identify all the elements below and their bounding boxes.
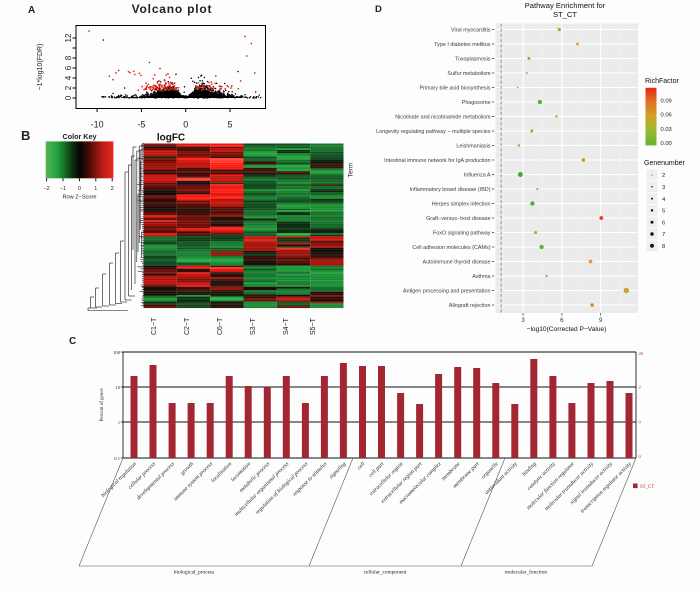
svg-text:cellular_component: cellular_component (364, 570, 407, 576)
svg-text:C2−T: C2−T (184, 317, 191, 335)
svg-text:1: 1 (94, 186, 97, 192)
svg-text:Pathway Enrichment for: Pathway Enrichment for (525, 1, 606, 10)
svg-text:Sulfur metabolism: Sulfur metabolism (447, 71, 491, 77)
svg-text:Antigen processing and present: Antigen processing and presentation (403, 289, 491, 295)
svg-text:3: 3 (521, 317, 525, 324)
svg-text:−1*log10(FDR): −1*log10(FDR) (37, 44, 44, 91)
svg-text:5: 5 (227, 120, 232, 130)
svg-text:-5: -5 (137, 120, 145, 130)
svg-text:ST_CT: ST_CT (640, 485, 654, 490)
svg-text:Color Key: Color Key (63, 132, 97, 141)
svg-text:Type I diabetes mellitus: Type I diabetes mellitus (434, 42, 491, 48)
svg-text:Herpes simplex infection: Herpes simplex infection (432, 202, 491, 208)
svg-text:response to stimulus: response to stimulus (292, 461, 328, 497)
svg-text:-10: -10 (91, 120, 104, 130)
svg-text:1: 1 (118, 420, 121, 425)
svg-text:Asthma: Asthma (472, 274, 490, 280)
svg-text:B: B (21, 128, 30, 143)
svg-text:12: 12 (64, 33, 73, 42)
svg-text:5: 5 (662, 209, 665, 215)
svg-text:ST_CT: ST_CT (553, 10, 577, 19)
svg-text:Cell adhesion molecules (CAMs): Cell adhesion molecules (CAMs) (412, 245, 490, 251)
svg-text:0.09: 0.09 (661, 99, 672, 105)
svg-text:2: 2 (639, 385, 642, 390)
svg-text:Longevity regulating pathway −: Longevity regulating pathway − multiple … (376, 129, 491, 135)
svg-text:Allograft rejection: Allograft rejection (449, 303, 491, 309)
svg-text:Row Z−Score: Row Z−Score (62, 195, 96, 201)
svg-text:FoxO signaling pathway: FoxO signaling pathway (433, 231, 491, 237)
svg-text:Nicotinate and nicotinamide me: Nicotinate and nicotinamide metabolism (395, 115, 491, 121)
svg-text:0: 0 (183, 120, 188, 130)
svg-text:Genenumber: Genenumber (644, 160, 686, 167)
svg-text:0: 0 (64, 95, 73, 100)
svg-text:6: 6 (64, 65, 73, 70)
svg-text:Intestinal immune network for: Intestinal immune network for IgA produc… (384, 158, 490, 164)
svg-text:growth: growth (180, 461, 195, 476)
svg-text:Term: Term (348, 162, 355, 177)
svg-text:2: 2 (111, 186, 114, 192)
svg-text:4: 4 (662, 197, 666, 203)
svg-text:9: 9 (599, 317, 603, 324)
svg-text:cell part: cell part (368, 461, 386, 479)
svg-text:biological_process: biological_process (174, 570, 214, 576)
svg-text:2: 2 (64, 85, 73, 90)
svg-text:6: 6 (560, 317, 564, 324)
svg-text:C: C (69, 336, 76, 347)
svg-text:signaling: signaling (328, 461, 347, 480)
svg-text:0: 0 (639, 454, 642, 459)
svg-text:localization: localization (210, 461, 233, 484)
svg-text:immune system process: immune system process (173, 461, 214, 502)
svg-text:4: 4 (64, 75, 73, 80)
svg-text:0.00: 0.00 (661, 141, 672, 147)
svg-text:−2: −2 (44, 186, 50, 192)
svg-text:7: 7 (662, 232, 665, 238)
svg-text:Volcano plot: Volcano plot (132, 2, 213, 16)
svg-text:−log10(Corrected P−Value): −log10(Corrected P−Value) (527, 326, 607, 333)
svg-text:S4−T: S4−T (283, 317, 290, 335)
svg-text:Autoimmune thyroid disease: Autoimmune thyroid disease (422, 260, 490, 266)
svg-text:Graft−versus−host disease: Graft−versus−host disease (426, 216, 490, 222)
svg-text:Viral myocarditis: Viral myocarditis (451, 28, 491, 34)
svg-text:Primary bile acid biosynthesis: Primary bile acid biosynthesis (419, 86, 490, 92)
svg-text:Toxoplasmosis: Toxoplasmosis (455, 57, 491, 63)
svg-text:A: A (28, 5, 35, 16)
svg-text:logFC: logFC (157, 133, 185, 144)
svg-text:C6−T: C6−T (217, 317, 224, 335)
svg-text:D: D (375, 4, 382, 15)
svg-text:molecular_function: molecular_function (505, 569, 548, 576)
svg-text:developmental process: developmental process (136, 461, 176, 501)
svg-text:100: 100 (113, 350, 121, 355)
svg-text:RichFactor: RichFactor (645, 78, 680, 85)
svg-text:8: 8 (64, 55, 73, 60)
svg-text:3: 3 (662, 185, 665, 191)
svg-text:S5−T: S5−T (310, 317, 317, 335)
svg-text:0.03: 0.03 (661, 127, 672, 133)
svg-text:cell: cell (356, 461, 366, 471)
svg-text:C1−T: C1−T (151, 317, 158, 335)
svg-text:−1: −1 (60, 186, 66, 192)
svg-text:0.1: 0.1 (114, 456, 120, 461)
svg-text:2: 2 (662, 173, 665, 179)
svg-text:binding: binding (521, 461, 537, 477)
svg-text:Leishmaniasis: Leishmaniasis (456, 144, 490, 150)
svg-text:0: 0 (639, 420, 642, 425)
svg-text:Influenza A: Influenza A (464, 173, 491, 179)
svg-text:8: 8 (662, 244, 665, 250)
svg-text:Phagosome: Phagosome (462, 100, 491, 106)
svg-text:extracellular region: extracellular region (369, 461, 405, 497)
svg-text:0.06: 0.06 (661, 113, 672, 119)
svg-text:0: 0 (78, 186, 81, 192)
svg-text:Inflammatory bowel disease (IB: Inflammatory bowel disease (IBD) (410, 187, 491, 193)
svg-text:26: 26 (639, 351, 644, 356)
svg-text:Percent of genes: Percent of genes (100, 388, 105, 421)
svg-text:6: 6 (662, 220, 665, 226)
svg-text:10: 10 (115, 385, 120, 390)
svg-text:S3−T: S3−T (250, 317, 257, 335)
